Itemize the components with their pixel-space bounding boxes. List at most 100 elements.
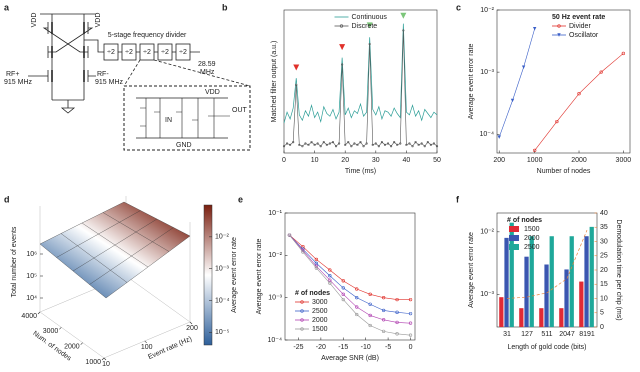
legend-label: 2000 bbox=[312, 317, 328, 324]
y-tick bbox=[189, 321, 193, 325]
x-axis-label: Average SNR (dB) bbox=[321, 355, 379, 362]
marker bbox=[341, 63, 344, 66]
y-tick-label: 200 bbox=[186, 325, 198, 332]
x-tick-label: 50 bbox=[433, 157, 441, 164]
x-tick bbox=[59, 327, 62, 330]
marker bbox=[395, 297, 399, 302]
marker bbox=[532, 27, 537, 31]
marker bbox=[341, 279, 345, 283]
vdd-label: VDD bbox=[31, 13, 38, 28]
x-tick-label: 40 bbox=[403, 157, 411, 164]
marker bbox=[344, 143, 347, 146]
peak-marker bbox=[400, 12, 407, 19]
marker bbox=[510, 98, 515, 103]
output-freq: 28.59 bbox=[198, 61, 216, 68]
surface-grid bbox=[72, 218, 158, 272]
marker bbox=[599, 70, 603, 74]
rf-plus: 915 MHz bbox=[4, 79, 33, 86]
marker bbox=[621, 51, 626, 56]
marker bbox=[368, 323, 372, 328]
x-axis-label: Number of nodes bbox=[537, 168, 591, 175]
marker bbox=[365, 142, 368, 145]
series-line bbox=[283, 30, 438, 147]
legend-label: 2500 bbox=[524, 244, 540, 251]
channels bbox=[51, 22, 85, 82]
rf-plus: RF+ bbox=[6, 71, 19, 78]
marker bbox=[420, 142, 423, 145]
marker bbox=[368, 302, 372, 306]
colorbar bbox=[203, 204, 213, 346]
marker bbox=[393, 141, 396, 144]
colorbar-tick-label: 10⁻³ bbox=[215, 266, 229, 273]
marker bbox=[577, 92, 581, 96]
y-axis-label: Average event error rate bbox=[468, 232, 475, 308]
marker bbox=[341, 297, 345, 302]
marker bbox=[355, 312, 359, 317]
x-tick-label: -15 bbox=[338, 344, 348, 351]
x-tick-label: 3000 bbox=[616, 157, 632, 164]
legend-label: 1500 bbox=[524, 226, 540, 233]
rf-minus: RF- bbox=[97, 71, 109, 78]
marker bbox=[314, 257, 319, 262]
marker bbox=[423, 145, 426, 148]
peak-marker bbox=[366, 22, 373, 29]
marker bbox=[304, 142, 307, 145]
x-tick-label: 8191 bbox=[579, 331, 595, 338]
marker bbox=[533, 148, 537, 153]
marker bbox=[417, 143, 420, 146]
legend-title: # of nodes bbox=[295, 290, 330, 297]
x-tick-label: -25 bbox=[293, 344, 303, 351]
z-tick-label: 10⁵ bbox=[26, 273, 37, 280]
marker bbox=[339, 24, 344, 28]
marker bbox=[381, 296, 386, 300]
y-tick-label: 10⁻⁴ bbox=[268, 337, 283, 344]
stage-label: ÷2 bbox=[107, 49, 115, 56]
circuit-labels: a VDD VDD 5-stage frequency divider ÷2 ÷… bbox=[4, 2, 248, 148]
marker bbox=[328, 281, 332, 285]
x-tick-label: 0 bbox=[409, 344, 413, 351]
legend-label: 1500 bbox=[312, 326, 328, 333]
series-line bbox=[506, 229, 588, 299]
y2-tick-label: 35 bbox=[600, 224, 608, 231]
stage-label: ÷2 bbox=[143, 49, 151, 56]
marker bbox=[399, 142, 402, 145]
to-divider bbox=[84, 39, 104, 53]
marker bbox=[395, 310, 399, 315]
marker bbox=[408, 297, 413, 302]
legend-label: 2500 bbox=[312, 308, 328, 315]
marker bbox=[301, 145, 304, 148]
colorbar-tick-label: 10⁻² bbox=[215, 234, 229, 241]
y-tick bbox=[144, 340, 147, 344]
stage-box bbox=[175, 43, 191, 61]
series-line bbox=[289, 234, 411, 300]
y-tick-label: 10⁻¹ bbox=[268, 210, 282, 217]
marker bbox=[435, 145, 439, 148]
marker bbox=[322, 141, 325, 144]
bar bbox=[529, 236, 534, 327]
peak-marker bbox=[293, 64, 300, 71]
marker bbox=[356, 143, 359, 146]
output-freq: MHz bbox=[200, 69, 215, 76]
marker bbox=[301, 250, 305, 254]
marker bbox=[300, 300, 304, 304]
marker bbox=[381, 329, 386, 334]
legend-label: Oscillator bbox=[569, 32, 599, 39]
plot-frame bbox=[496, 9, 631, 154]
legend-swatch bbox=[509, 244, 519, 250]
stage-label: ÷2 bbox=[161, 49, 169, 56]
x-tick-label: 127 bbox=[521, 331, 533, 338]
series-line bbox=[534, 53, 624, 151]
panel-label: f bbox=[456, 194, 460, 204]
bar bbox=[584, 236, 589, 327]
marker bbox=[298, 143, 301, 146]
marker bbox=[355, 296, 359, 300]
inset-transistors bbox=[140, 98, 230, 138]
marker bbox=[341, 286, 345, 290]
marker bbox=[426, 141, 429, 144]
marker bbox=[331, 141, 335, 144]
y2-tick-label: 30 bbox=[600, 238, 608, 245]
marker bbox=[381, 318, 386, 322]
marker bbox=[316, 142, 319, 145]
marker bbox=[557, 33, 561, 37]
